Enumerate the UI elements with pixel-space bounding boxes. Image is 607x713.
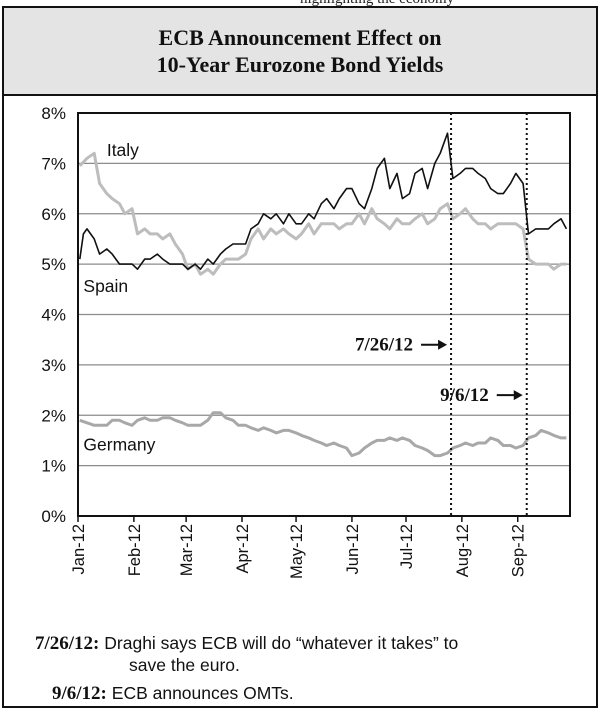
series-line-spain: [79, 132, 568, 270]
y-tick-label: 4%: [41, 306, 66, 325]
x-tick-label: Apr-12: [234, 524, 252, 574]
x-tick-label: Jan-12: [70, 524, 88, 574]
series-labels: Italy Spain Germany: [83, 140, 155, 455]
x-tick-label: Mar-12: [178, 524, 196, 576]
plot-frame: [77, 112, 571, 517]
series-label-spain: Spain: [83, 276, 128, 296]
grid-lines: [78, 162, 570, 467]
y-tick-label: 2%: [41, 406, 66, 425]
y-tick-label: 0%: [41, 507, 66, 526]
x-tick-label: May-12: [288, 524, 306, 579]
series-line-italy: [78, 151, 567, 276]
y-tick-label: 5%: [41, 255, 66, 274]
y-axis-ticks: 0% 1% 2% 3% 4% 5% 6% 7% 8%: [41, 104, 66, 526]
series-line-germany: [79, 411, 567, 458]
header-fragment: highlighting the economy: [300, 0, 454, 8]
x-axis-ticks: Jan-12 Feb-12 Mar-12 Apr-12 May-12 Jun-12 Jul-…: [70, 516, 528, 579]
event-label: 9/6/12: [440, 385, 489, 406]
series-label-germany: Germany: [83, 435, 155, 455]
chart-subtitle: 10-Year Eurozone Bond Yields: [156, 52, 444, 77]
cropped-header-text: highlighting the economy: [0, 0, 607, 10]
event-markers: 7/26/12 9/6/12: [355, 113, 528, 516]
y-tick-label: 6%: [41, 205, 66, 224]
x-tick-label: Jun-12: [344, 524, 362, 574]
series-lines: [78, 132, 568, 458]
x-tick-label: Aug-12: [454, 524, 472, 577]
x-tick-label: Jul-12: [398, 524, 416, 569]
title-band: ECB Announcement Effect on 10-Year Euroz…: [4, 8, 596, 96]
event-arrow-head: [438, 339, 448, 350]
event-arrow-head: [513, 390, 523, 401]
x-tick-label: Feb-12: [126, 524, 144, 576]
event-label: 7/26/12: [355, 335, 413, 356]
chart-panel: ECB Announcement Effect on 10-Year Euroz…: [2, 6, 598, 708]
y-tick-label: 7%: [41, 154, 66, 173]
chart-title: ECB Announcement Effect on: [158, 25, 442, 50]
y-tick-label: 3%: [41, 356, 66, 375]
x-tick-label: Sep-12: [510, 524, 528, 577]
y-tick-label: 8%: [41, 104, 66, 123]
series-label-italy: Italy: [107, 140, 139, 160]
y-tick-label: 1%: [41, 457, 66, 476]
